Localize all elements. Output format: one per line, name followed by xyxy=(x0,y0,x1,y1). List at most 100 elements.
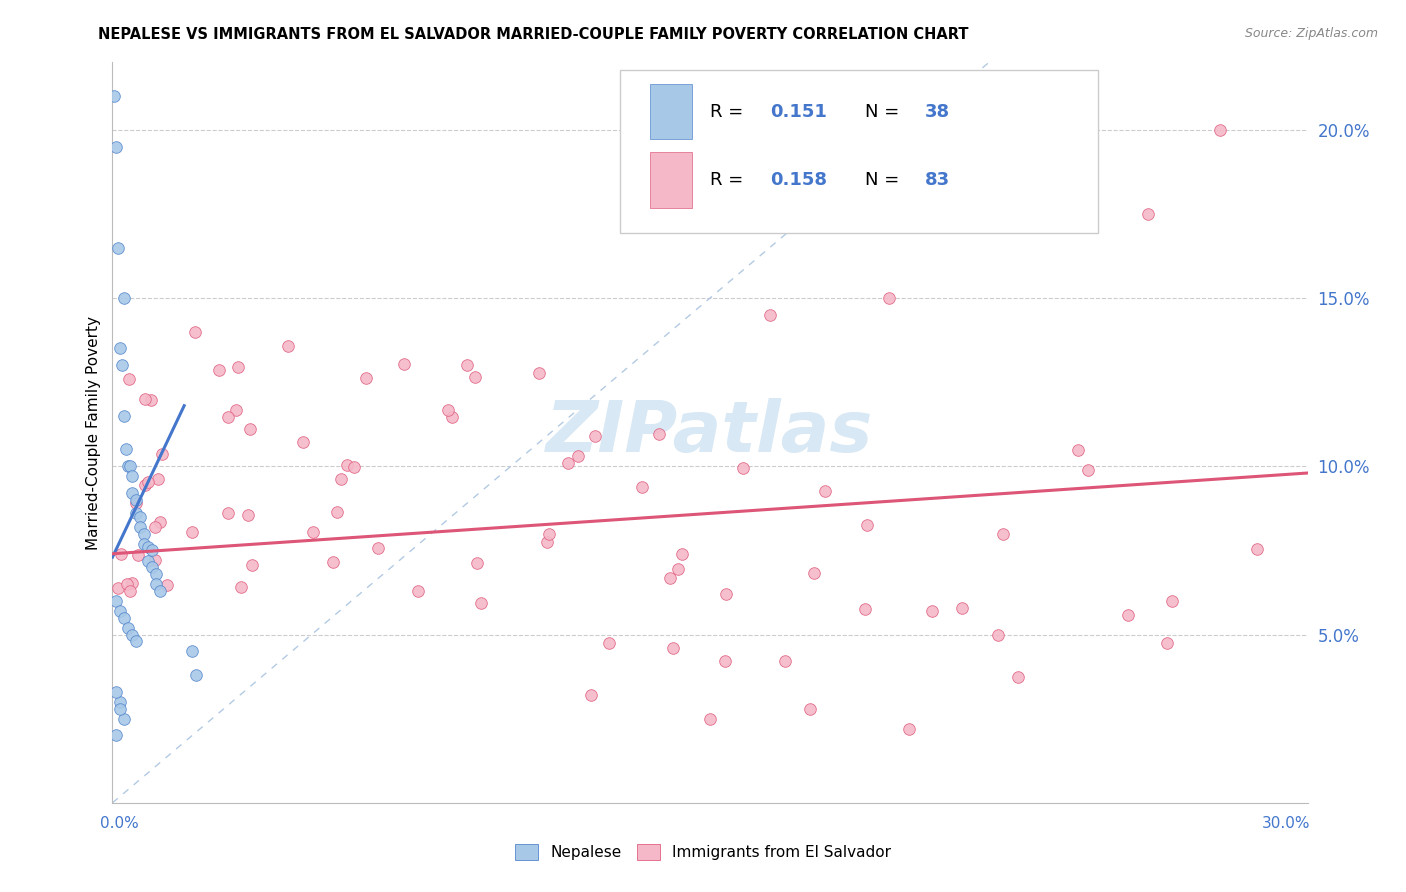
Point xyxy=(773,654,796,668)
Point xyxy=(1209,122,1232,136)
Point xyxy=(993,526,1015,541)
Point xyxy=(103,89,125,103)
Point xyxy=(799,701,821,715)
Point xyxy=(138,553,160,567)
Point xyxy=(325,504,347,518)
Text: 0.0%: 0.0% xyxy=(100,816,139,831)
Point xyxy=(120,584,142,599)
FancyBboxPatch shape xyxy=(620,70,1098,233)
Point xyxy=(240,558,263,572)
Point xyxy=(394,357,416,371)
Point xyxy=(1161,594,1184,608)
Point xyxy=(121,627,143,641)
Point xyxy=(138,540,160,554)
Text: R =: R = xyxy=(710,103,749,120)
Point xyxy=(134,477,156,491)
Point xyxy=(148,515,170,529)
Point xyxy=(121,486,143,500)
Point xyxy=(118,372,141,386)
Point xyxy=(111,359,134,373)
Point xyxy=(759,308,782,322)
FancyBboxPatch shape xyxy=(651,84,692,139)
Point xyxy=(107,240,129,255)
Point xyxy=(134,536,156,550)
Point xyxy=(186,668,208,682)
Point xyxy=(143,553,166,567)
Point xyxy=(105,139,128,153)
Point xyxy=(814,484,837,499)
Text: 0.158: 0.158 xyxy=(770,170,827,189)
Point xyxy=(1077,463,1099,477)
FancyBboxPatch shape xyxy=(651,152,692,208)
Point xyxy=(354,371,377,385)
Point xyxy=(529,366,551,380)
Point xyxy=(336,458,359,472)
Text: 0.151: 0.151 xyxy=(770,103,827,120)
Point xyxy=(855,518,877,533)
Point xyxy=(699,712,721,726)
Text: Source: ZipAtlas.com: Source: ZipAtlas.com xyxy=(1244,27,1378,40)
Point xyxy=(367,541,389,555)
Point xyxy=(120,459,142,474)
Point xyxy=(114,291,135,305)
Text: N =: N = xyxy=(866,103,905,120)
Point xyxy=(1246,541,1268,556)
Point xyxy=(647,427,669,442)
Point xyxy=(110,342,132,356)
Text: 83: 83 xyxy=(925,170,950,189)
Point xyxy=(127,549,149,563)
Point xyxy=(107,581,129,595)
Point xyxy=(121,469,143,483)
Point xyxy=(139,392,162,407)
Point xyxy=(465,556,488,570)
Point xyxy=(125,492,148,507)
Point xyxy=(666,562,689,576)
Point xyxy=(226,360,249,375)
Point xyxy=(950,601,973,615)
Point xyxy=(1067,442,1090,457)
Point xyxy=(1137,207,1160,221)
Text: NEPALESE VS IMMIGRANTS FROM EL SALVADOR MARRIED-COUPLE FAMILY POVERTY CORRELATIO: NEPALESE VS IMMIGRANTS FROM EL SALVADOR … xyxy=(98,27,969,42)
Point xyxy=(117,459,139,474)
Point xyxy=(557,457,579,471)
Point xyxy=(630,480,652,494)
Point xyxy=(129,520,152,534)
Point xyxy=(208,363,231,377)
Point xyxy=(579,688,602,702)
Point xyxy=(1116,608,1139,623)
Text: 38: 38 xyxy=(925,103,950,120)
Point xyxy=(217,409,239,424)
Point xyxy=(671,547,693,561)
Point xyxy=(217,506,239,520)
Point xyxy=(921,604,943,618)
Point xyxy=(236,508,259,522)
Text: N =: N = xyxy=(866,170,905,189)
Point xyxy=(440,410,463,425)
Point xyxy=(184,325,207,339)
Point xyxy=(146,472,169,486)
Point xyxy=(879,291,901,305)
Y-axis label: Married-Couple Family Poverty: Married-Couple Family Poverty xyxy=(86,316,101,549)
Point xyxy=(110,547,132,561)
Point xyxy=(658,570,681,584)
Point xyxy=(105,594,128,608)
Point xyxy=(291,435,314,450)
Point xyxy=(114,409,135,423)
Point xyxy=(114,712,135,726)
Point xyxy=(149,583,172,598)
Point xyxy=(322,555,344,569)
Point xyxy=(143,520,166,534)
Point xyxy=(987,628,1010,642)
Point xyxy=(121,575,143,590)
Point xyxy=(115,576,138,591)
Point xyxy=(536,535,558,549)
Point xyxy=(470,596,492,610)
Point xyxy=(716,587,738,601)
Point xyxy=(598,636,620,650)
Point xyxy=(152,447,174,461)
Legend: Nepalese, Immigrants from El Salvador: Nepalese, Immigrants from El Salvador xyxy=(509,838,897,866)
Point xyxy=(117,621,139,635)
Point xyxy=(277,339,299,353)
Point xyxy=(181,644,204,658)
Point xyxy=(145,577,167,591)
